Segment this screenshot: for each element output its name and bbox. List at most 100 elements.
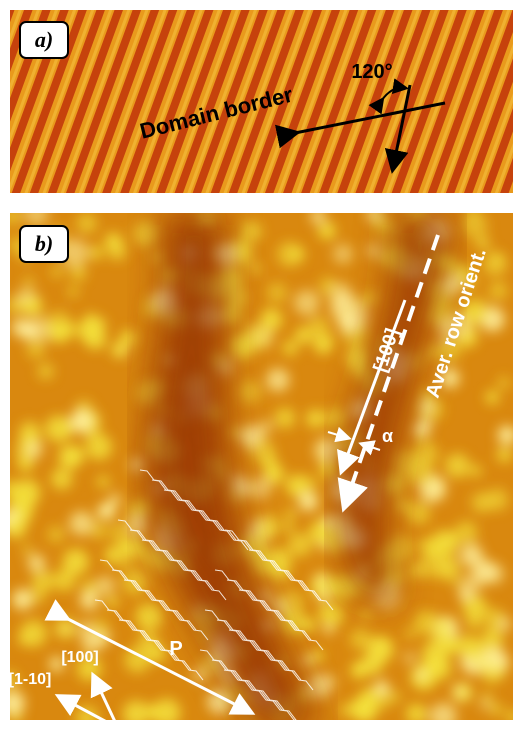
- texture-blob: [24, 440, 43, 459]
- texture-blob: [119, 329, 137, 347]
- texture-blob: [10, 297, 23, 315]
- texture-blob: [404, 627, 416, 639]
- texture-blob: [454, 683, 473, 702]
- texture-blob: [133, 221, 159, 247]
- texture-blob: [475, 235, 491, 251]
- texture-blob: [438, 339, 461, 362]
- panel-label: b): [35, 231, 53, 256]
- texture-blob: [314, 572, 328, 586]
- texture-blob: [460, 543, 484, 567]
- texture-blob: [438, 329, 451, 343]
- texture-blob: [62, 423, 74, 435]
- texture-blob: [85, 433, 113, 461]
- panel-a: a) Domain border 120°: [10, 10, 513, 193]
- texture-blob: [10, 480, 21, 500]
- molecule-sketch: [141, 539, 227, 601]
- texture-blob: [438, 618, 453, 633]
- texture-blob: [19, 420, 41, 442]
- texture-blob: [306, 409, 325, 428]
- texture-blob: [259, 419, 273, 434]
- texture-blob: [488, 281, 508, 301]
- texture-blob: [20, 620, 47, 648]
- texture-blob: [442, 275, 462, 294]
- texture-blob: [419, 400, 434, 414]
- texture-blob: [128, 514, 149, 535]
- texture-blob: [89, 521, 108, 540]
- arrow: [90, 671, 120, 729]
- texture-blob: [471, 491, 493, 514]
- texture-blob: [152, 251, 165, 263]
- texture-blob: [97, 475, 110, 488]
- texture-blob: [412, 425, 424, 436]
- period-label: P: [169, 638, 182, 660]
- texture-blob: [229, 333, 255, 359]
- texture-blob: [350, 663, 367, 679]
- texture-blob: [463, 297, 489, 323]
- texture-blob: [485, 390, 499, 404]
- arrow: [54, 694, 119, 729]
- texture-blob: [274, 407, 296, 429]
- texture-blob: [122, 700, 150, 720]
- texture-blob: [351, 361, 370, 379]
- texture-blob: [318, 221, 336, 240]
- texture-blob: [429, 702, 457, 720]
- texture-blob: [452, 578, 463, 589]
- texture-blob: [272, 600, 286, 614]
- texture-blob: [257, 521, 276, 540]
- texture-blob: [301, 618, 316, 632]
- texture-blob: [374, 680, 390, 695]
- texture-blob: [26, 339, 46, 359]
- texture-blob: [29, 587, 47, 604]
- texture-blob: [395, 498, 408, 511]
- direction-label: [100]: [61, 649, 98, 666]
- texture-blob: [288, 532, 313, 557]
- panel-label: a): [35, 27, 53, 52]
- texture-blob: [10, 690, 25, 715]
- texture-blob: [319, 458, 340, 479]
- angle-arc: [368, 78, 409, 115]
- period-arrow: [44, 599, 256, 715]
- texture-blob: [260, 308, 283, 331]
- texture-blob: [497, 425, 513, 445]
- texture-blob: [429, 660, 442, 673]
- angle-marker: [358, 440, 381, 456]
- texture-blob: [472, 559, 497, 584]
- angle-marker: [327, 426, 352, 443]
- texture-blob: [69, 511, 94, 536]
- label-box: [19, 225, 69, 263]
- texture-blob: [479, 646, 506, 673]
- texture-blob: [229, 426, 241, 438]
- texture-blob: [329, 282, 353, 307]
- texture-blob: [285, 474, 309, 498]
- texture-blob: [301, 655, 312, 667]
- texture-blob: [497, 376, 511, 390]
- texture-blob: [45, 415, 73, 443]
- texture-blob: [248, 476, 272, 500]
- texture-blob: [294, 326, 312, 344]
- arrow: [274, 101, 446, 149]
- texture-blob: [293, 289, 320, 316]
- texture-blob: [346, 304, 371, 329]
- texture-blob: [506, 710, 513, 720]
- texture-blob: [62, 548, 89, 575]
- texture-blob: [21, 544, 33, 556]
- texture-blob: [497, 617, 512, 631]
- row-orientation-line: [337, 234, 440, 513]
- texture-blob: [332, 243, 353, 264]
- texture-blob: [420, 387, 432, 400]
- texture-blob: [467, 616, 481, 629]
- angle-label: α: [382, 426, 393, 446]
- texture-blob: [360, 608, 372, 619]
- texture-blob: [492, 253, 504, 264]
- texture-blob: [282, 340, 299, 356]
- texture-blob: [240, 220, 262, 242]
- texture-blob: [479, 699, 491, 710]
- texture-blob: [192, 667, 208, 683]
- texture-blob: [325, 407, 347, 429]
- texture-blob: [405, 703, 427, 720]
- texture-blob: [349, 628, 372, 651]
- texture-blob: [266, 282, 288, 304]
- texture-blob: [339, 703, 353, 717]
- texture-blob: [424, 344, 441, 360]
